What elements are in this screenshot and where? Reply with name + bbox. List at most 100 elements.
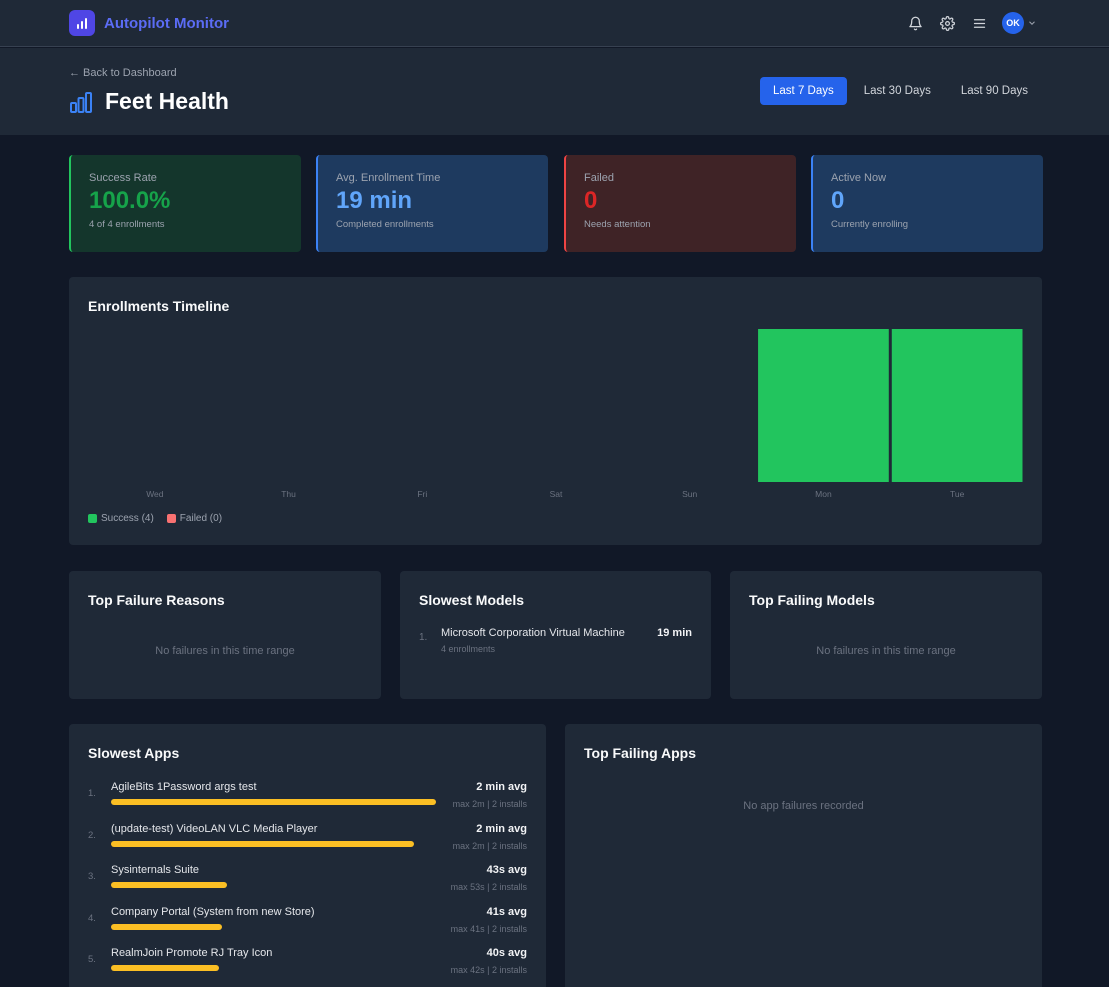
chart-legend: Success (4) Failed (0)	[88, 513, 222, 524]
top-failing-apps-panel: Top Failing Apps No app failures recorde…	[565, 724, 1042, 987]
panel-title: Top Failing Models	[749, 592, 875, 608]
app-meta: max 42s | 2 installs	[450, 965, 527, 975]
tab-last-30-days[interactable]: Last 30 Days	[863, 85, 931, 97]
list-item[interactable]: 5. RealmJoin Promote RJ Tray Icon 40s av…	[88, 945, 527, 987]
list-item[interactable]: 1. AgileBits 1Password args test 2 min a…	[88, 779, 527, 821]
duration-bar	[111, 799, 436, 805]
slowest-models-panel: Slowest Models 1. Microsoft Corporation …	[400, 571, 711, 699]
avg-enrollment-time-card: Avg. Enrollment Time 19 min Completed en…	[316, 155, 548, 252]
enrollments-timeline-panel: Enrollments Timeline Wed Thu Fri Sat Sun Mon T…	[69, 277, 1042, 545]
stat-subtext: Completed enrollments	[336, 219, 434, 230]
app-name: Company Portal (System from new Store)	[111, 905, 315, 918]
slowest-apps-panel: Slowest Apps 1. AgileBits 1Password args…	[69, 724, 546, 987]
panel-title: Top Failure Reasons	[88, 592, 225, 608]
app-avg: 41s avg	[486, 905, 527, 918]
model-name: Microsoft Corporation Virtual Machine	[441, 627, 625, 639]
model-time: 19 min	[657, 627, 692, 639]
page-header: ← Back to Dashboard Feet Health Last 7 D…	[0, 48, 1109, 136]
duration-bar	[111, 882, 228, 888]
x-tick-label: Sat	[550, 489, 563, 499]
app-title: Autopilot Monitor	[104, 14, 229, 32]
avatar: OK	[1002, 12, 1024, 34]
list-item[interactable]: 4. Company Portal (System from new Store…	[88, 904, 527, 946]
top-failing-models-panel: Top Failing Models No failures in this t…	[730, 571, 1042, 699]
list-item[interactable]: 3. Sysinternals Suite 43s avg max 53s | …	[88, 862, 527, 904]
app-name: AgileBits 1Password args test	[111, 781, 257, 793]
stat-value: 19 min	[336, 187, 413, 214]
back-to-dashboard-link[interactable]: ← Back to Dashboard	[69, 67, 177, 79]
x-tick-label: Wed	[146, 489, 164, 499]
slowest-apps-list: 1. AgileBits 1Password args test 2 min a…	[88, 779, 527, 987]
x-tick-label: Thu	[281, 489, 296, 499]
rank: 5.	[88, 954, 96, 965]
x-tick-label: Tue	[950, 489, 965, 499]
bell-icon[interactable]	[906, 14, 924, 32]
empty-state: No failures in this time range	[155, 645, 295, 657]
x-tick-label: Sun	[682, 489, 697, 499]
rank: 4.	[88, 912, 96, 924]
empty-state: No failures in this time range	[816, 645, 956, 657]
legend-success[interactable]: Success (4)	[88, 513, 154, 524]
stat-value: 100.0%	[89, 187, 171, 214]
x-tick-label: Mon	[815, 489, 832, 499]
page-title: Feet Health	[105, 88, 229, 114]
duration-bar	[111, 923, 223, 930]
stat-value: 0	[584, 187, 598, 214]
rank: 3.	[88, 871, 96, 882]
stat-subtext: 4 of 4 enrollments	[89, 219, 165, 230]
title-row: Feet Health	[69, 88, 229, 115]
legend-failed[interactable]: Failed (0)	[166, 513, 223, 524]
chevron-down-icon	[1029, 21, 1035, 25]
user-menu[interactable]: OK	[1002, 12, 1037, 34]
enrollments-timeline-chart: Wed Thu Fri Sat Sun Mon Tue	[146, 329, 1023, 499]
bar-success-tue[interactable]	[891, 329, 1023, 482]
tab-last-90-days[interactable]: Last 90 Days	[960, 85, 1028, 97]
empty-state: No app failures recorded	[743, 800, 864, 812]
list-item[interactable]: 2. (update-test) VideoLAN VLC Media Play…	[88, 821, 527, 863]
app-name: (update-test) VideoLAN VLC Media Player	[111, 822, 318, 835]
stat-label: Failed	[584, 172, 614, 184]
model-meta: 4 enrollments	[441, 644, 496, 654]
x-tick-label: Fri	[417, 489, 427, 499]
date-range-tabs: Last 7 Days Last 30 Days Last 90 Days	[760, 77, 1041, 105]
legend-label: Success (4)	[101, 513, 154, 524]
tab-last-7-days[interactable]: Last 7 Days	[760, 77, 847, 105]
bar-chart-icon	[70, 91, 92, 113]
panel-title: Top Failing Apps	[584, 745, 696, 761]
legend-swatch	[88, 514, 97, 523]
stat-label: Success Rate	[89, 172, 157, 184]
top-navbar: Autopilot Monitor OK	[0, 0, 1109, 47]
stat-subtext: Currently enrolling	[831, 219, 909, 230]
failed-card: Failed 0 Needs attention	[564, 155, 796, 252]
top-failure-reasons-panel: Top Failure Reasons No failures in this …	[69, 571, 381, 699]
duration-bar	[111, 965, 220, 971]
rank: 1.	[419, 632, 428, 643]
legend-label: Failed (0)	[179, 513, 223, 524]
app-avg: 2 min avg	[476, 822, 527, 835]
app-avg: 2 min avg	[476, 781, 527, 793]
bar-success-mon[interactable]	[758, 329, 889, 482]
active-now-card: Active Now 0 Currently enrolling	[811, 155, 1043, 252]
navbar-actions: OK	[906, 12, 1037, 34]
duration-bar	[111, 840, 415, 847]
app-meta: max 2m | 2 installs	[452, 840, 527, 851]
success-rate-card: Success Rate 100.0% 4 of 4 enrollments	[69, 155, 301, 252]
rank: 2.	[88, 829, 96, 841]
app-name: Sysinternals Suite	[111, 864, 200, 876]
panel-title: Slowest Models	[419, 592, 525, 608]
rank: 1.	[88, 788, 96, 799]
stat-subtext: Needs attention	[584, 219, 651, 230]
legend-swatch	[166, 514, 176, 523]
bar-chart-icon	[69, 10, 95, 36]
app-meta: max 53s | 2 installs	[450, 882, 527, 892]
app-meta: max 2m | 2 installs	[452, 799, 527, 809]
brand[interactable]: Autopilot Monitor	[69, 10, 229, 36]
stat-label: Active Now	[831, 172, 887, 184]
gear-icon[interactable]	[938, 14, 956, 32]
panel-title: Slowest Apps	[88, 745, 180, 761]
app-name: RealmJoin Promote RJ Tray Icon	[111, 947, 273, 959]
app-avg: 43s avg	[486, 864, 527, 876]
panel-title: Enrollments Timeline	[88, 298, 230, 314]
app-avg: 40s avg	[486, 947, 527, 959]
hamburger-menu-icon[interactable]	[970, 14, 988, 32]
